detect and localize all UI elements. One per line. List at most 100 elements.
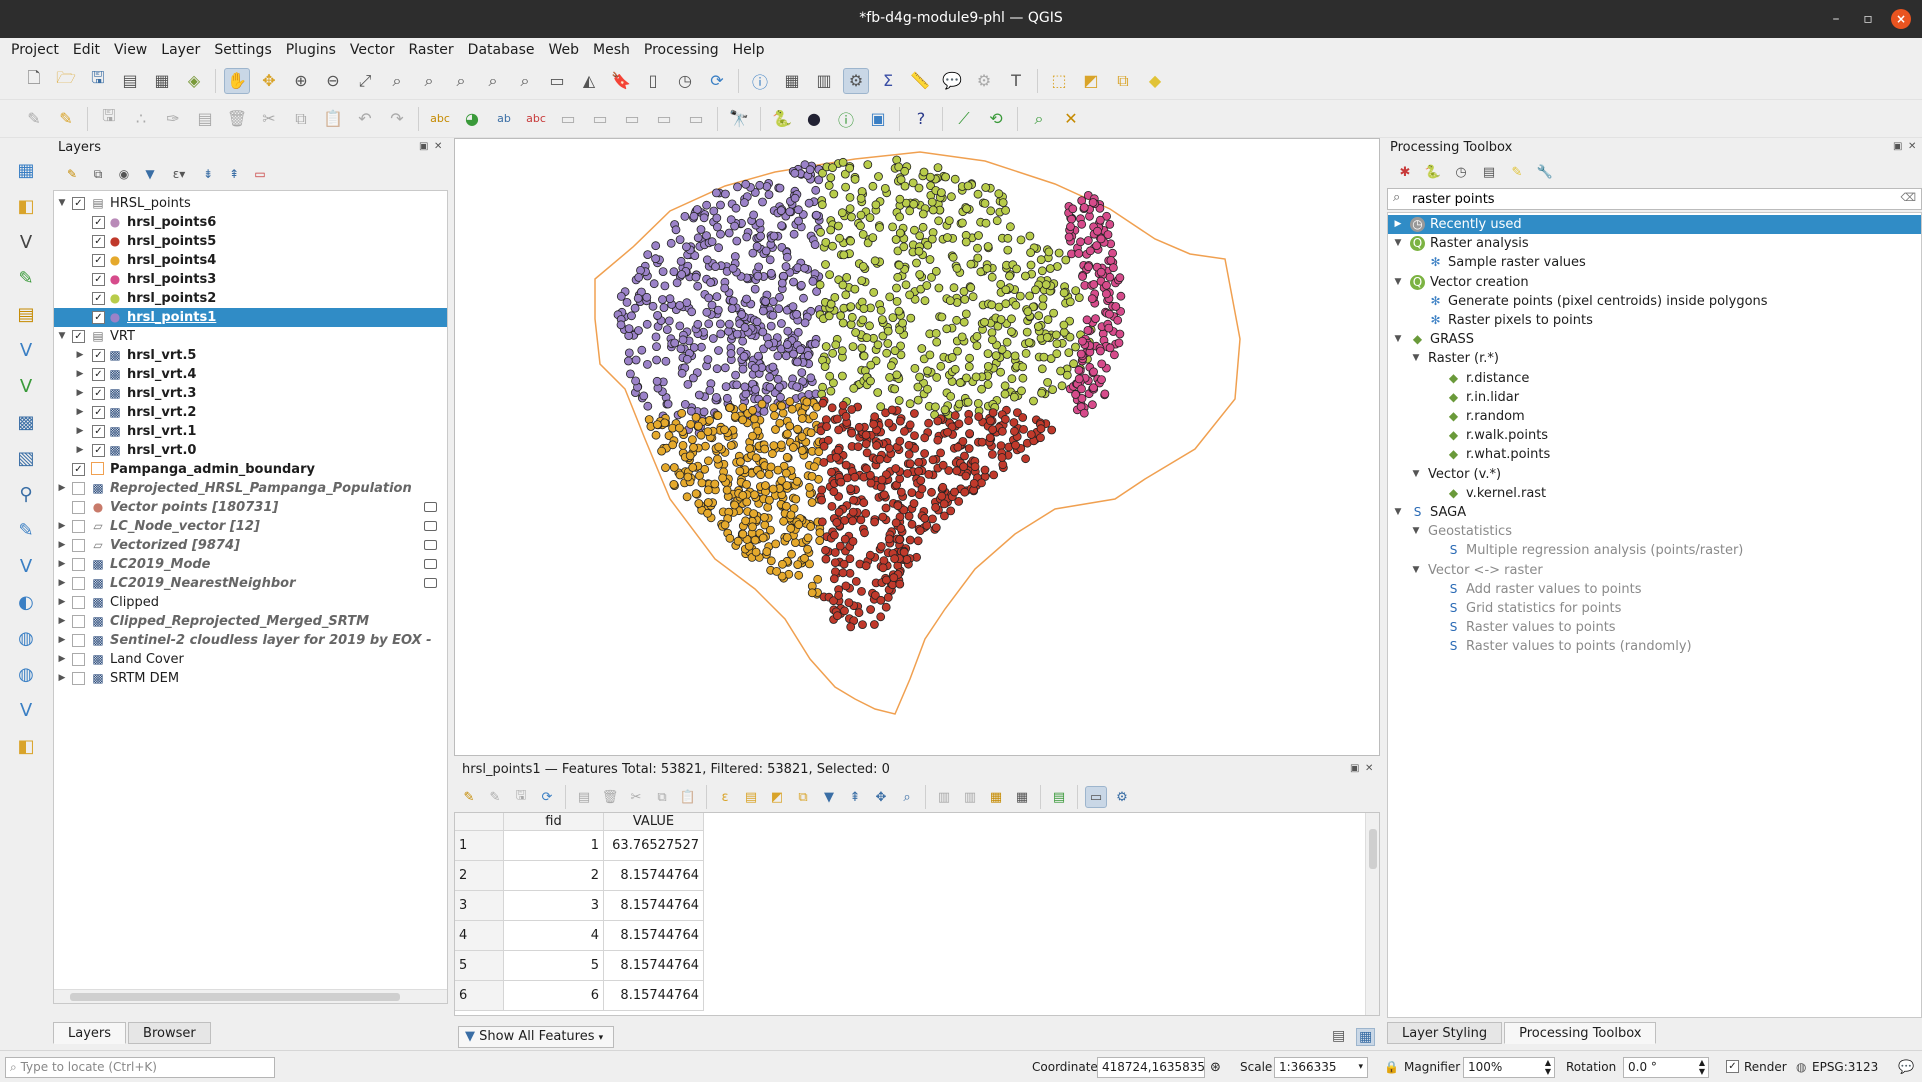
redo-icon[interactable]: ↷ [390,109,404,128]
new-field-icon[interactable]: ▥ [937,789,951,805]
move-selection-top-icon[interactable]: ⇞ [849,789,861,805]
provider-group[interactable]: ▼ Vector (v.*) [1388,465,1921,484]
open-field-calculator-icon[interactable]: ▥ [816,71,832,90]
save-edits-icon[interactable]: 🖫 [515,788,527,803]
collapse-arrow-icon[interactable]: ▼ [1394,276,1402,287]
new-temporary-layer-icon[interactable]: ▤ [17,303,35,325]
maximize-icon[interactable]: ▫ [1863,11,1873,27]
pan-map-icon[interactable]: ✋ [224,67,250,94]
add-mesh-layer-icon[interactable]: ▧ [17,447,35,469]
add-oracle-icon[interactable]: ◐ [18,591,34,613]
coordinate-field[interactable]: 418724,1635835 [1097,1057,1205,1078]
expand-arrow-icon[interactable]: ▶ [58,559,66,569]
float-panel-icon[interactable]: ▣ [1350,763,1360,774]
multi-edit-icon[interactable]: ✎ [489,789,501,805]
table-vscrollbar[interactable] [1365,813,1379,1015]
layer-clipped-srtm[interactable]: ▶ ▩ Clipped_Reprojected_Merged_SRTM [54,612,447,631]
add-delimited-text-icon[interactable]: V [19,375,33,397]
clear-search-icon[interactable]: ⌫ [1900,191,1916,204]
add-feature-icon[interactable]: ∴ [135,109,147,128]
layer-checkbox[interactable]: ✓ [92,216,105,229]
save-edits-icon[interactable]: 🖫 [102,106,116,125]
layer-hrsl-points5[interactable]: ✓ ● hrsl_points5 [54,232,447,251]
remove-layer-icon[interactable]: ▭ [254,167,266,181]
pan-to-selection-icon[interactable]: ✥ [262,71,276,90]
table-row[interactable]: 2 2 8.15744764 [455,861,1363,891]
zoom-layer-icon[interactable]: ⌕ [424,70,434,90]
layer-lc2019-mode[interactable]: ▶ ▩ LC2019_Mode [54,555,447,574]
provider-group[interactable]: ▼ Vector <-> raster [1388,561,1921,580]
zoom-selection-icon[interactable]: ⌕ [392,70,402,90]
expand-arrow-icon[interactable]: ▶ [58,578,66,588]
show-hide-labels-icon[interactable]: ▭ [592,109,608,128]
cell-fid[interactable]: 4 [504,921,604,951]
layout-manager-icon[interactable]: ▦ [154,71,170,90]
collapse-arrow-icon[interactable]: ▼ [58,198,66,208]
memory-layer-icon[interactable] [424,559,437,569]
float-panel-icon[interactable]: ▣ [419,141,429,152]
algorithm-item[interactable]: ◆ r.in.lidar [1388,388,1921,407]
pin-labels-icon[interactable]: ▭ [560,109,576,128]
show-all-features-button[interactable]: ▼ Show All Features ▾ [458,1026,615,1048]
select-by-expression-icon[interactable]: ◩ [1083,71,1099,90]
manage-map-themes-icon[interactable]: ◉ [118,167,130,181]
menu-vector[interactable]: Vector [349,42,395,58]
memory-layer-icon[interactable] [424,502,437,512]
globe-icon[interactable]: ● [807,109,821,128]
vertex-tool-icon[interactable]: ✑ [166,109,180,128]
corner-cell[interactable] [455,813,504,831]
row-number[interactable]: 5 [455,951,504,981]
locator-search[interactable]: ⌕ Type to locate (Ctrl+K) [5,1057,275,1078]
expand-arrow-icon[interactable]: ▶ [76,350,84,360]
expand-arrow-icon[interactable]: ▶ [58,521,66,531]
layer-checkbox[interactable] [72,672,85,685]
render-checkbox[interactable]: ✓ [1726,1060,1739,1073]
cell-value[interactable]: 8.15744764 [604,951,704,981]
tab-processing-toolbox[interactable]: Processing Toolbox [1504,1022,1657,1044]
collapse-all-icon[interactable]: ⇞ [228,167,240,181]
menu-edit[interactable]: Edit [72,42,101,58]
cell-value[interactable]: 8.15744764 [604,981,704,1011]
tab-layers[interactable]: Layers [53,1022,127,1044]
add-feature-icon[interactable]: ▤ [577,789,591,805]
data-source-manager-icon[interactable]: ▦ [17,159,35,181]
add-virtual-layer-icon[interactable]: V [19,339,33,361]
layer-diagram-icon[interactable]: ◕ [465,109,479,128]
expand-arrow-icon[interactable]: ▶ [76,407,84,417]
plugin-manager-icon[interactable]: ⟋ [958,108,970,128]
expand-arrow-icon[interactable]: ▶ [58,635,66,645]
add-spatialite-icon[interactable]: ⚲ [19,483,33,505]
layer-hrsl-vrt-5[interactable]: ▶ ✓ ▩ hrsl_vrt.5 [54,346,447,365]
layer-land-cover[interactable]: ▶ ▩ Land Cover [54,650,447,669]
add-mssql-icon[interactable]: V [19,555,33,577]
memory-layer-icon[interactable] [424,540,437,550]
deselect-features-icon[interactable]: ⧉ [1117,70,1129,90]
rotation-field[interactable]: 0.0 ° ▲ ▼ [1623,1057,1709,1078]
toggle-editing-icon[interactable]: ✎ [463,789,475,805]
menu-layer[interactable]: Layer [161,42,201,58]
expand-arrow-icon[interactable]: ▶ [58,483,66,493]
expand-arrow-icon[interactable]: ▶ [76,426,84,436]
cell-fid[interactable]: 2 [504,861,604,891]
layers-hscrollbar[interactable] [54,989,447,1003]
open-attribute-table-icon[interactable]: ▦ [784,71,800,90]
cell-fid[interactable]: 5 [504,951,604,981]
toggle-editing-icon[interactable]: ✎ [59,109,73,128]
invert-selection-icon[interactable]: ◩ [770,789,784,805]
close-icon[interactable]: × [1891,9,1911,29]
pan-to-selected-icon[interactable]: ✥ [875,789,887,805]
layer-checkbox[interactable] [72,634,85,647]
layer-checkbox[interactable]: ✓ [72,330,85,343]
algorithm-item[interactable]: ◆ v.kernel.rast [1388,484,1921,503]
open-layer-styling-icon[interactable]: ✎ [66,167,78,181]
toggle-label-display-icon[interactable]: abc [526,112,546,125]
provider-group[interactable]: ▼ ◆ GRASS [1388,330,1921,349]
cell-value[interactable]: 8.15744764 [604,861,704,891]
filter-select-icon[interactable]: ▼ [824,789,834,805]
algorithm-item[interactable]: ◆ r.distance [1388,369,1921,388]
collapse-arrow-icon[interactable]: ▼ [1394,238,1402,249]
collapse-arrow-icon[interactable]: ▶ [1394,219,1402,229]
menu-raster[interactable]: Raster [408,42,454,58]
results-viewer-icon[interactable]: ▤ [1482,164,1496,180]
identify-icon[interactable]: ⓘ [751,72,768,92]
